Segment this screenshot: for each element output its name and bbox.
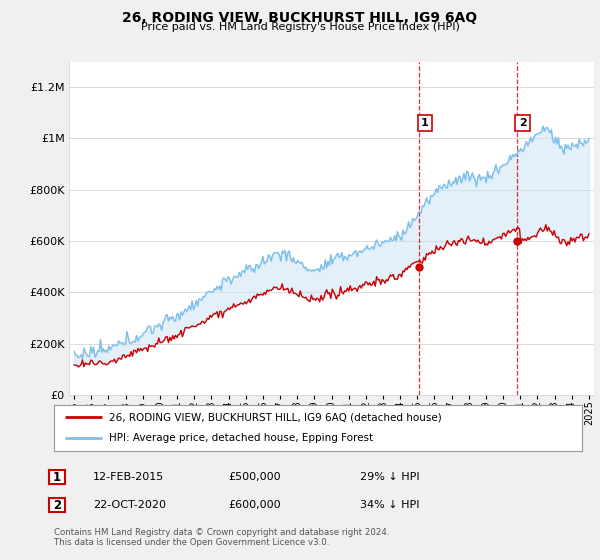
- Text: 2: 2: [53, 498, 61, 512]
- Text: 2: 2: [518, 118, 526, 128]
- Text: 1: 1: [53, 470, 61, 484]
- Text: £500,000: £500,000: [228, 472, 281, 482]
- Text: Price paid vs. HM Land Registry's House Price Index (HPI): Price paid vs. HM Land Registry's House …: [140, 22, 460, 32]
- Text: 1: 1: [421, 118, 429, 128]
- Text: Contains HM Land Registry data © Crown copyright and database right 2024.
This d: Contains HM Land Registry data © Crown c…: [54, 528, 389, 547]
- Text: HPI: Average price, detached house, Epping Forest: HPI: Average price, detached house, Eppi…: [109, 433, 374, 444]
- Text: 26, RODING VIEW, BUCKHURST HILL, IG9 6AQ (detached house): 26, RODING VIEW, BUCKHURST HILL, IG9 6AQ…: [109, 412, 442, 422]
- Text: £600,000: £600,000: [228, 500, 281, 510]
- Text: 26, RODING VIEW, BUCKHURST HILL, IG9 6AQ: 26, RODING VIEW, BUCKHURST HILL, IG9 6AQ: [122, 11, 478, 25]
- Text: 12-FEB-2015: 12-FEB-2015: [93, 472, 164, 482]
- Text: 34% ↓ HPI: 34% ↓ HPI: [360, 500, 419, 510]
- Text: 29% ↓ HPI: 29% ↓ HPI: [360, 472, 419, 482]
- Text: 22-OCT-2020: 22-OCT-2020: [93, 500, 166, 510]
